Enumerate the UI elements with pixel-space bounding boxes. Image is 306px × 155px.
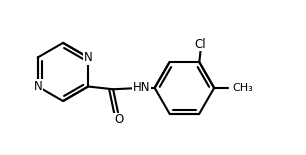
Text: N: N xyxy=(33,80,42,93)
Text: HN: HN xyxy=(133,81,150,94)
Text: N: N xyxy=(84,51,92,64)
Text: O: O xyxy=(114,113,123,126)
Text: CH₃: CH₃ xyxy=(232,83,253,93)
Text: Cl: Cl xyxy=(195,38,207,51)
